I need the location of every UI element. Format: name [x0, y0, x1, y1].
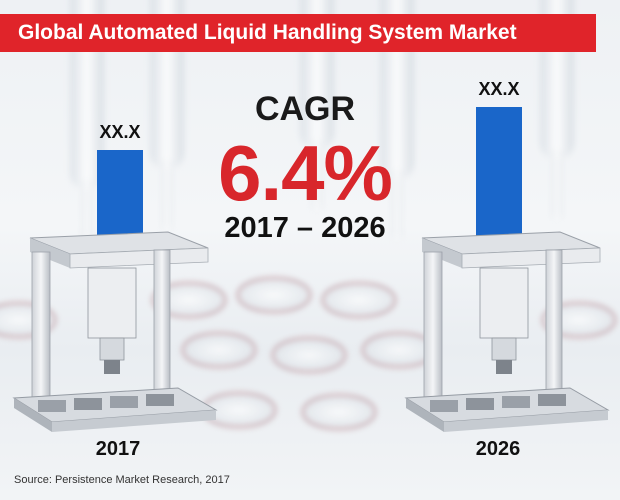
chart-title: Global Automated Liquid Handling System … [0, 14, 596, 52]
source-note: Source: Persistence Market Research, 201… [14, 474, 230, 486]
category-label-2017: 2017 [95, 438, 141, 460]
background-well [270, 335, 348, 375]
cagr-value: 6.4% [218, 129, 393, 217]
bar-2017 [97, 150, 143, 240]
background-well [300, 392, 378, 432]
background-well [235, 275, 313, 315]
bar-2026 [476, 107, 522, 240]
data-label-2026: XX.X [478, 79, 520, 99]
background-well [180, 330, 258, 370]
data-label-2017: XX.X [99, 122, 141, 142]
liquid-handler-machine-icon [404, 231, 610, 432]
liquid-handler-machine-icon [12, 231, 218, 432]
cagr-period: 2017 – 2026 [224, 212, 386, 244]
cagr-label: CAGR [254, 90, 356, 128]
background-well [320, 280, 398, 320]
category-label-2026: 2026 [475, 438, 521, 460]
